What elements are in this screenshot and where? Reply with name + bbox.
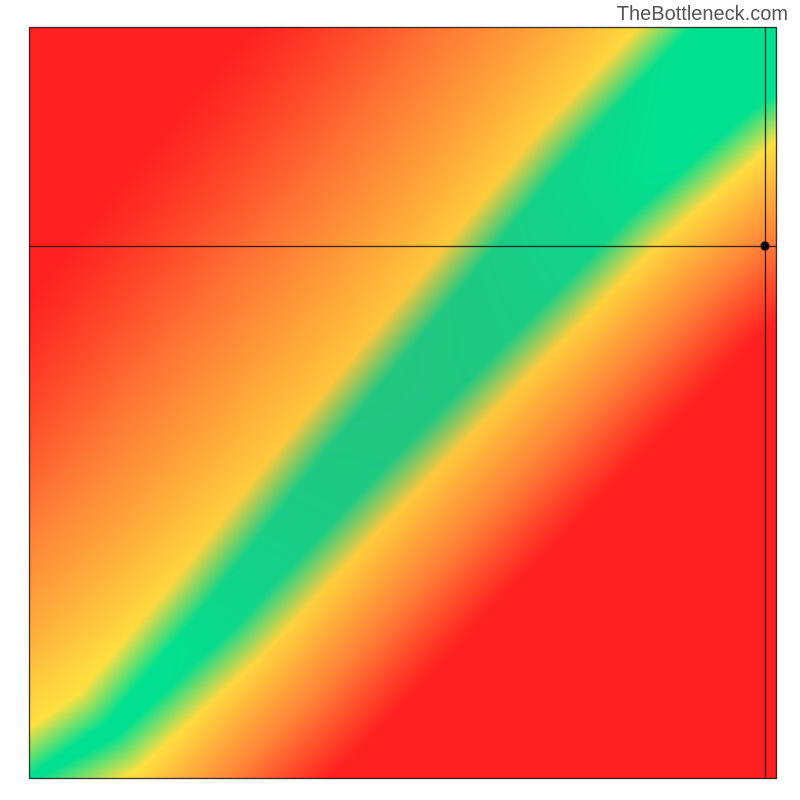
heatmap-canvas bbox=[0, 0, 800, 800]
attribution-label: TheBottleneck.com bbox=[617, 3, 788, 26]
chart-container: TheBottleneck.com bbox=[0, 0, 800, 800]
